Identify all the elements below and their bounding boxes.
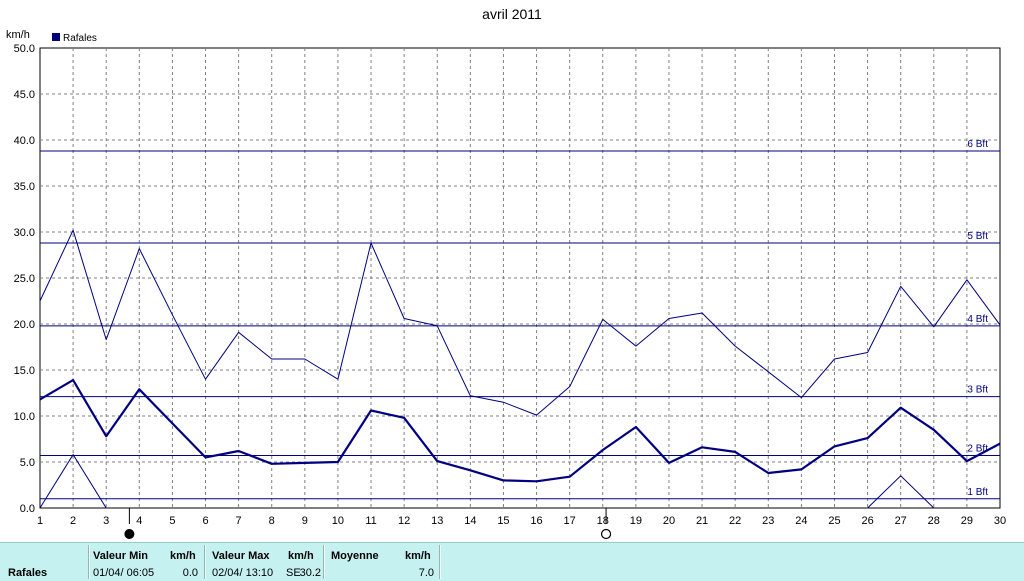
chart-title: avril 2011: [482, 6, 542, 22]
x-tick-label: 22: [729, 515, 741, 527]
x-tick-label: 16: [530, 515, 542, 527]
x-tick-label: 26: [861, 515, 873, 527]
series-line-min: [39, 453, 107, 509]
stats-max-datetime: 02/04/ 13:10: [212, 567, 274, 579]
stats-avg-value: 7.0: [418, 567, 434, 579]
series-line-max: [39, 229, 1001, 416]
y-axis-unit: km/h: [6, 29, 30, 41]
y-tick-label: 45.0: [14, 89, 35, 101]
x-tick-label: 5: [169, 515, 175, 527]
beaufort-label: 4 Bft: [967, 314, 988, 325]
chart-area: km/h Rafales 1 Bft 2 Bft 3 Bft 4 Bft 5 Bft 6 …: [6, 29, 1006, 540]
stats-max-value: 30.2: [299, 567, 321, 579]
y-tick-label: 30.0: [14, 227, 35, 239]
stats-avg-header: Moyenne: [331, 550, 379, 562]
beaufort-label: 3 Bft: [967, 385, 988, 396]
stats-divider: [88, 545, 90, 579]
y-tick-label: 50.0: [14, 43, 35, 55]
x-tick-label: 9: [302, 515, 308, 527]
x-tick-label: 11: [365, 515, 376, 527]
x-tick-label: 18: [597, 515, 609, 527]
beaufort-label: 6 Bft: [967, 139, 988, 150]
x-tick-label: 19: [630, 515, 642, 527]
x-tick-label: 15: [497, 515, 509, 527]
x-tick-label: 7: [236, 515, 242, 527]
y-tick-label: 5.0: [20, 457, 35, 469]
series-line-mean: [39, 379, 1001, 483]
x-tick-label: 2: [70, 515, 76, 527]
x-tick-label: 1: [37, 515, 43, 527]
stats-max-cell: Valeur Max km/h 02/04/ 13:10 SE 30.2: [206, 543, 323, 581]
stats-panel: Rafales Valeur Min km/h 01/04/ 06:05 0.0…: [0, 542, 1024, 581]
x-tick-label: 10: [332, 515, 344, 527]
x-tick-label: 23: [762, 515, 774, 527]
x-tick-label: 14: [464, 515, 476, 527]
stats-max-direction: SE: [286, 567, 301, 579]
x-tick-label: 28: [928, 515, 940, 527]
stats-row-label-cell: Rafales: [0, 543, 88, 581]
y-tick-label: 35.0: [14, 181, 35, 193]
beaufort-label: 2 Bft: [967, 444, 988, 455]
legend-swatch: [52, 33, 60, 41]
x-tick-label: 25: [828, 515, 840, 527]
stats-min-value: 0.0: [182, 567, 198, 579]
legend-label: Rafales: [63, 33, 97, 44]
beaufort-label: 1 Bft: [967, 487, 988, 498]
stats-avg-cell: Moyenne km/h 7.0: [325, 543, 439, 581]
y-tick-label: 40.0: [14, 135, 35, 147]
y-tick-label: 20.0: [14, 319, 35, 331]
x-tick-label: 8: [269, 515, 275, 527]
stats-divider: [439, 545, 441, 579]
y-tick-label: 25.0: [14, 273, 35, 285]
y-tick-label: 15.0: [14, 365, 35, 377]
stats-max-header: Valeur Max: [212, 550, 270, 562]
x-tick-label: 4: [136, 515, 142, 527]
x-tick-label: 3: [103, 515, 109, 527]
x-tick-label: 29: [961, 515, 973, 527]
stats-divider: [323, 545, 325, 579]
series-layer: [39, 229, 1001, 509]
x-tick-label: 12: [398, 515, 410, 527]
x-tick-label: 17: [564, 515, 576, 527]
y-tick-label: 10.0: [14, 411, 35, 423]
x-tick-label: 24: [795, 515, 807, 527]
stats-avg-unit: km/h: [405, 550, 431, 562]
x-tick-label: 6: [202, 515, 208, 527]
grid-layer: [39, 47, 1001, 509]
x-tick-label: 21: [696, 515, 708, 527]
stats-row-label: Rafales: [8, 567, 48, 579]
x-tick-label: 27: [895, 515, 907, 527]
stats-min-unit: km/h: [170, 550, 196, 562]
x-tick-label: 13: [431, 515, 443, 527]
stats-max-unit: km/h: [288, 550, 314, 562]
full-moon-icon: [600, 528, 612, 540]
x-tick-label: 30: [994, 515, 1006, 527]
stats-min-datetime: 01/04/ 06:05: [93, 567, 155, 579]
stats-min-header: Valeur Min: [93, 550, 149, 562]
beaufort-label: 5 Bft: [967, 231, 988, 242]
beaufort-lines: 1 Bft 2 Bft 3 Bft 4 Bft 5 Bft 6 Bft: [40, 139, 1000, 500]
series-line-min: [867, 475, 935, 509]
new-moon-icon: [124, 529, 135, 539]
axis-layer: 0.0 5.0 10.0 15.0 20.0 25.0 30.0 35.0 40.0 45.0 50…: [14, 43, 1006, 540]
x-tick-label: 20: [663, 515, 675, 527]
y-tick-label: 0.0: [20, 503, 35, 515]
stats-min-cell: Valeur Min km/h 01/04/ 06:05 0.0: [90, 543, 204, 581]
stats-divider: [204, 545, 206, 579]
